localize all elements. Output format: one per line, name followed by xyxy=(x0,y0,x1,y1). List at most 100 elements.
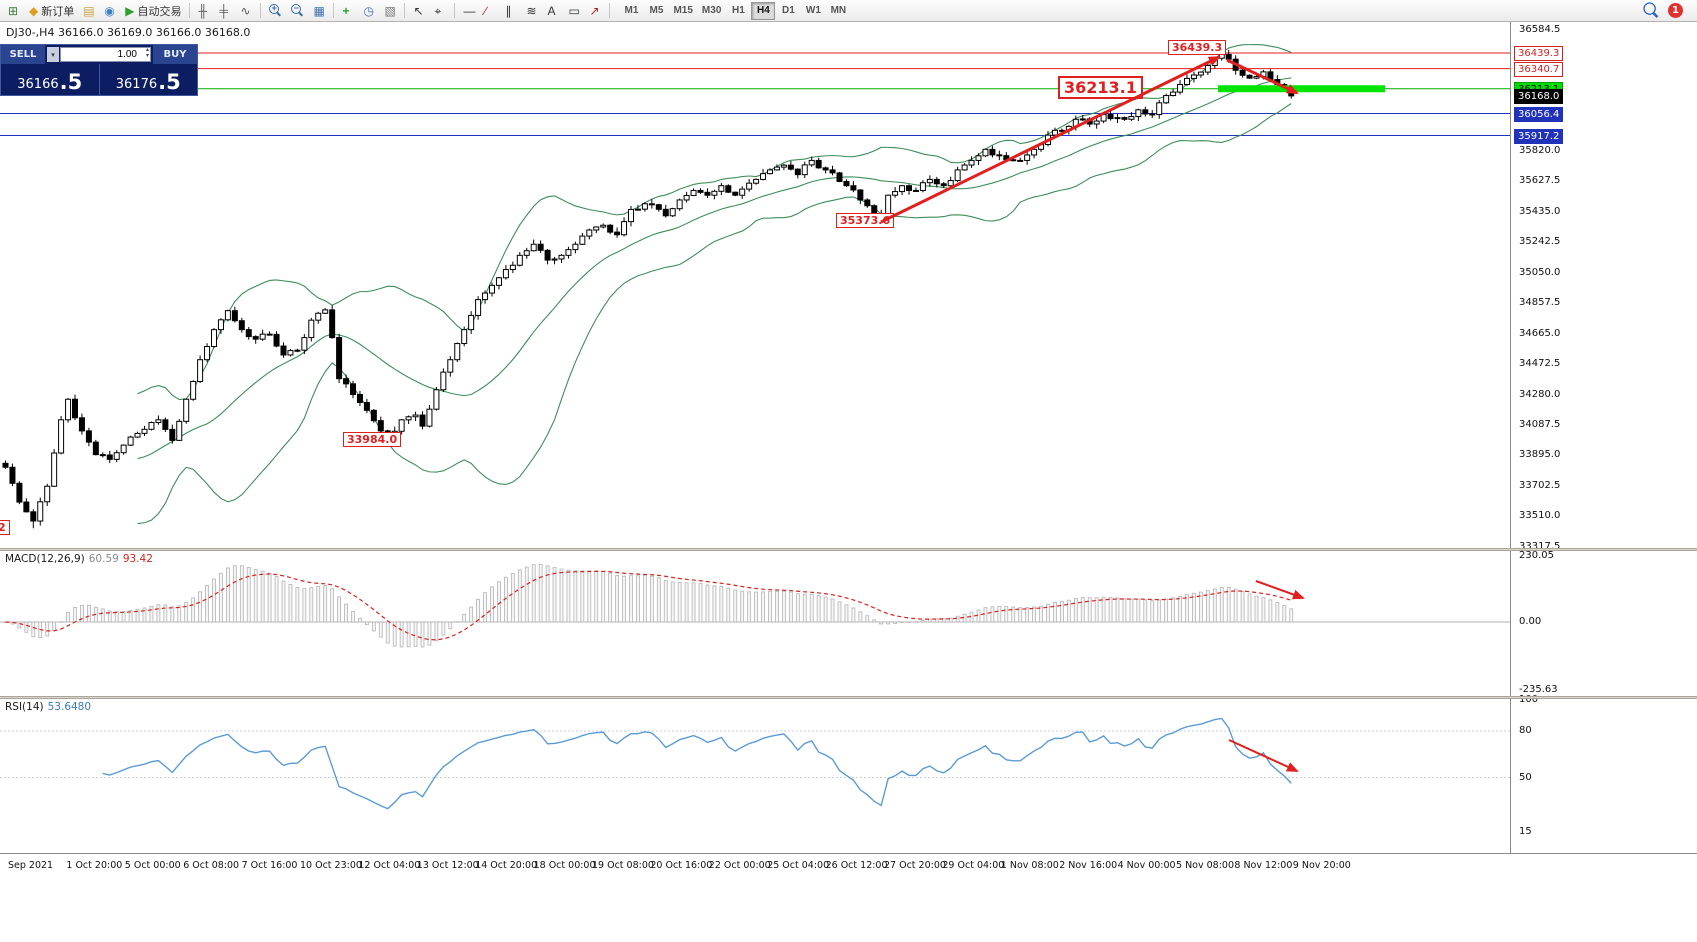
new-order-button-label: 新订单 xyxy=(41,5,75,18)
price-axis[interactable]: 36584.536012.535820.035627.535435.035242… xyxy=(1510,22,1697,876)
notification-badge[interactable]: 1 xyxy=(1668,3,1683,18)
text-label-icon: ▭ xyxy=(568,3,580,18)
zoom-in-icon: + xyxy=(269,3,282,17)
buy-price[interactable]: 36176.5 xyxy=(100,64,198,95)
bar-chart-mode-button[interactable]: ╫ xyxy=(194,1,214,20)
time-axis-label: 27 Oct 20:00 xyxy=(884,860,946,871)
price-axis-label: 34472.5 xyxy=(1519,358,1561,370)
time-axis-label: 13 Oct 12:00 xyxy=(416,860,479,871)
toolbar-buttons: ⊞ ◆ 新订单 ▤ ◉ ▶ 自动交易 ╫ ╪ ∿ + − ▦ + ◷ ▧ ↖ ⌖ — ∕ ∥ ≋ A ▭ ↗ xyxy=(4,1,613,20)
macd-signal-value: 93.42 xyxy=(122,553,153,565)
price-axis-label: 35627.5 xyxy=(1519,175,1561,187)
timeframe-w1-button[interactable]: W1 xyxy=(801,2,825,20)
rsi-title: RSI(14) xyxy=(5,701,44,713)
cursor-button[interactable]: ↖ xyxy=(409,1,429,20)
trendline-button[interactable]: ∕ xyxy=(480,1,500,20)
rsi-axis-label: 100 xyxy=(1519,694,1539,705)
candlestick-mode-button[interactable]: ╪ xyxy=(215,1,235,20)
search-icon[interactable] xyxy=(1643,2,1659,18)
new-order-button[interactable]: ◆ 新订单 xyxy=(25,1,78,20)
price-axis-label: 35820.0 xyxy=(1519,144,1561,156)
sell-price-main: 36166 xyxy=(17,77,59,92)
timeframe-h1-button[interactable]: H1 xyxy=(726,2,750,20)
macd-main-value: 60.59 xyxy=(88,553,119,565)
rsi-panel-canvas[interactable] xyxy=(0,699,1510,853)
equidistant-channel-icon: ∥ xyxy=(505,3,512,18)
sell-price-fraction: .5 xyxy=(59,70,83,94)
macd-panel-canvas[interactable] xyxy=(0,551,1510,696)
trendline-icon: ∕ xyxy=(484,3,487,18)
timeframe-m30-button[interactable]: M30 xyxy=(698,2,725,20)
time-axis-label: 4 Nov 00:00 xyxy=(1117,860,1176,871)
toolbar-separator xyxy=(454,3,456,18)
autotrading-button[interactable]: ▶ 自动交易 xyxy=(121,1,185,20)
text-button[interactable]: A xyxy=(543,1,563,20)
indicators-button[interactable]: + xyxy=(338,1,358,20)
macd-title: MACD(12,26,9) xyxy=(5,553,85,565)
sell-price[interactable]: 36166.5 xyxy=(1,64,99,95)
volume-stepper[interactable]: ▴ ▾ xyxy=(145,46,149,59)
toolbar-separator xyxy=(404,3,406,18)
timeframe-m15-button[interactable]: M15 xyxy=(669,2,696,20)
timeframe-mn-button[interactable]: MN xyxy=(826,2,850,20)
crosshair-icon: ⌖ xyxy=(434,3,442,18)
macd-axis-label: -235.63 xyxy=(1519,684,1558,695)
time-axis-label: 14 Oct 20:00 xyxy=(475,860,538,871)
rsi-axis-label: 50 xyxy=(1519,771,1532,783)
data-window-button[interactable]: ◉ xyxy=(100,1,120,20)
arrows-button[interactable]: ↗ xyxy=(585,1,605,20)
price-axis-label: 33510.0 xyxy=(1519,510,1561,522)
price-chart-canvas[interactable] xyxy=(0,0,1510,548)
candles-layer xyxy=(2,50,1295,529)
time-axis-label: 29 Oct 04:00 xyxy=(942,860,1005,871)
bar-chart-mode-icon: ╫ xyxy=(198,3,207,18)
horizontal-line-button[interactable]: — xyxy=(459,1,479,20)
new-chart-button[interactable]: ⊞ xyxy=(4,1,24,20)
timeframe-h4-button[interactable]: H4 xyxy=(751,1,776,20)
time-axis-label: 10 Oct 23:00 xyxy=(300,860,362,871)
rsi-axis-label: 80 xyxy=(1519,725,1532,736)
line-chart-mode-button[interactable]: ∿ xyxy=(236,1,256,20)
toolbar-separator xyxy=(609,3,611,18)
volume-input[interactable] xyxy=(60,47,151,62)
market-watch-button[interactable]: ▤ xyxy=(79,1,99,20)
zoom-out-button[interactable]: − xyxy=(287,1,308,20)
fibonacci-button[interactable]: ≋ xyxy=(522,1,542,20)
macd-panel-splitter[interactable] xyxy=(0,548,1697,551)
time-axis-label: 19 Oct 08:00 xyxy=(592,860,654,871)
periodicity-button[interactable]: ◷ xyxy=(359,1,379,20)
price-axis-label: 36584.5 xyxy=(1519,24,1561,35)
equidistant-channel-button[interactable]: ∥ xyxy=(501,1,521,20)
macd-axis-label: 0.00 xyxy=(1519,616,1542,627)
timeframe-d1-button[interactable]: D1 xyxy=(776,2,800,20)
timeframe-m5-button[interactable]: M5 xyxy=(644,2,668,20)
autotrading-button-label: 自动交易 xyxy=(137,5,182,18)
sell-button[interactable]: SELL xyxy=(1,45,45,64)
timeframe-toolbar: M1 M5 M15 M30 H1 H4 D1 W1 MN xyxy=(619,1,850,20)
crosshair-button[interactable]: ⌖ xyxy=(430,1,450,20)
tile-windows-button[interactable]: ▦ xyxy=(309,1,329,20)
price-level-label: 36340.7 xyxy=(1514,61,1564,77)
zoom-in-button[interactable]: + xyxy=(265,1,286,20)
toolbar-separator xyxy=(333,3,335,18)
time-axis[interactable]: Sep 2021 1 Oct 20:00 5 Oct 00:00 6 Oct 08:0… xyxy=(0,853,1697,876)
buy-price-fraction: .5 xyxy=(158,70,181,94)
toolbar-separator xyxy=(189,3,191,18)
price-axis-label: 33702.5 xyxy=(1519,479,1561,491)
one-click-divider xyxy=(98,64,100,95)
rsi-panel-splitter[interactable] xyxy=(0,696,1697,699)
text-icon: A xyxy=(547,3,556,18)
timeframe-m1-button[interactable]: M1 xyxy=(619,2,643,20)
time-axis-label: 9 Nov 20:00 xyxy=(1292,860,1351,871)
time-axis-label: 22 Oct 00:00 xyxy=(708,860,771,871)
fibonacci-icon: ≋ xyxy=(526,3,537,18)
buy-button[interactable]: BUY xyxy=(153,45,197,64)
text-label-button[interactable]: ▭ xyxy=(564,1,584,20)
chart-symbol-info: DJ30-,H4 36166.0 36169.0 36166.0 36168.0 xyxy=(6,26,250,39)
tile-windows-icon: ▦ xyxy=(313,3,325,18)
volume-dropdown-icon[interactable]: ▾ xyxy=(47,47,59,62)
rsi-indicator-label: RSI(14) 53.6480 xyxy=(5,701,91,713)
price-axis-label: 35050.0 xyxy=(1519,266,1561,278)
templates-button[interactable]: ▧ xyxy=(380,1,400,20)
ohlc-values: 36166.0 36169.0 36166.0 36168.0 xyxy=(57,26,251,39)
